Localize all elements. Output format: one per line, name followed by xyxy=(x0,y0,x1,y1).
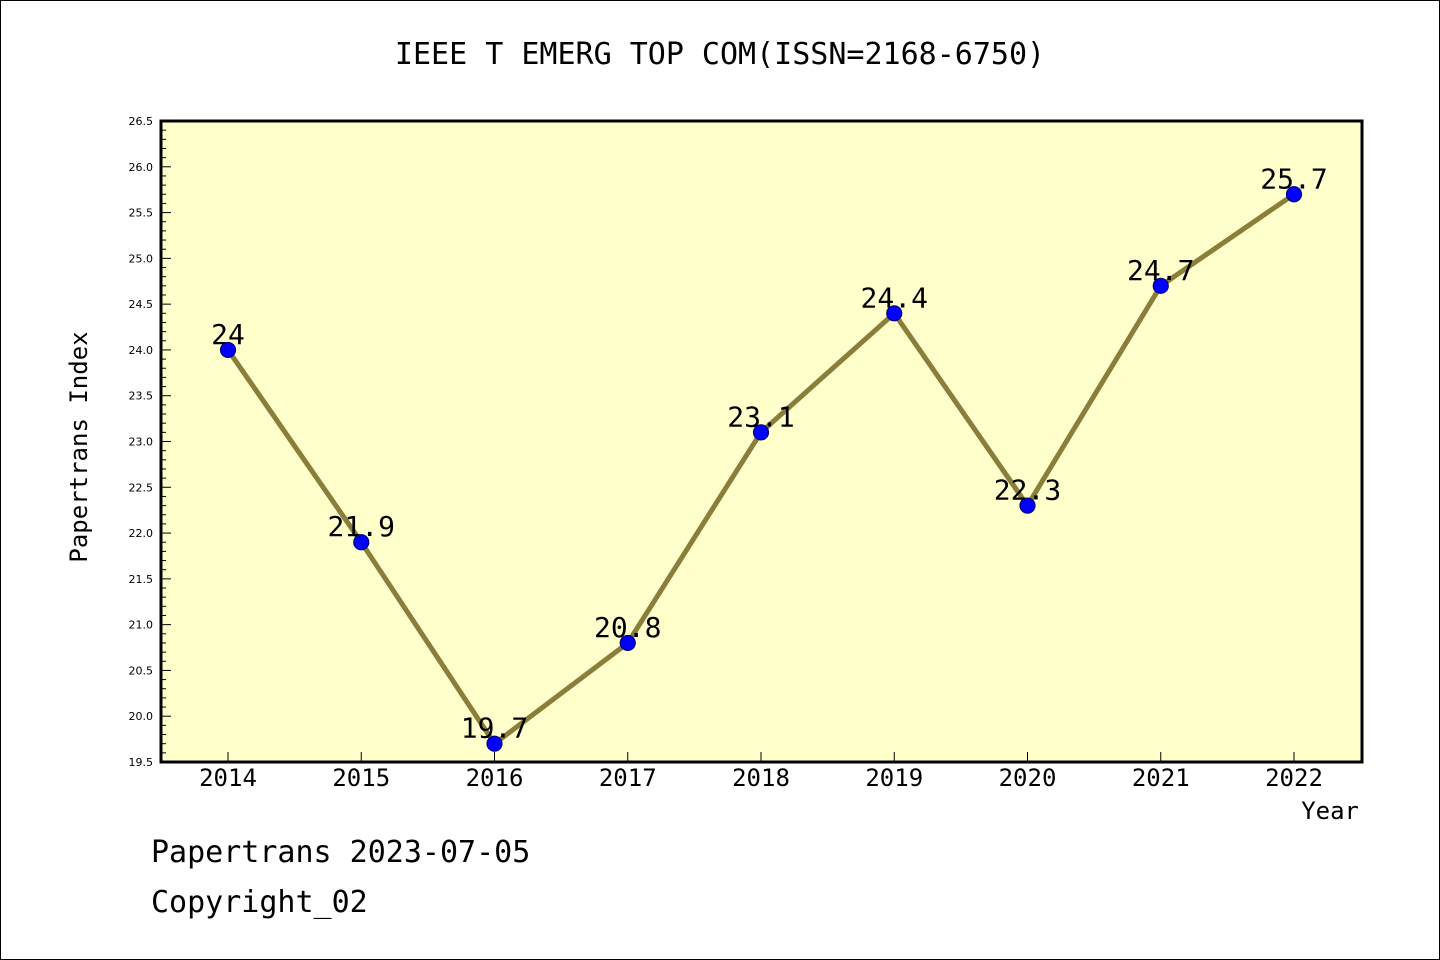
data-label: 24 xyxy=(211,318,245,351)
y-tick-label: 20.0 xyxy=(129,710,154,723)
x-tick-label: 2014 xyxy=(199,764,257,792)
y-tick-label: 24.0 xyxy=(129,344,154,357)
data-points xyxy=(219,186,1303,752)
chart-title: IEEE T EMERG TOP COM(ISSN=2168-6750) xyxy=(394,37,1046,72)
y-tick-label: 26.5 xyxy=(129,115,154,128)
data-point xyxy=(619,634,636,652)
data-point xyxy=(1019,497,1036,514)
data-point xyxy=(1285,186,1303,203)
x-tick-label: 2021 xyxy=(1132,764,1190,792)
x-tick-label: 2020 xyxy=(999,764,1057,792)
y-tick-label: 24.5 xyxy=(129,298,154,311)
y-tick-label: 21.5 xyxy=(129,573,154,586)
y-tick-label: 23.5 xyxy=(129,390,154,403)
data-label: 19.7 xyxy=(461,712,528,745)
data-label: 23.1 xyxy=(727,400,794,433)
y-axis: 19.5 20.0 20.5 21.0 21.5 22.0 22.5 23.0 23.5 24.0… xyxy=(129,115,171,769)
x-tick-label: 2016 xyxy=(466,764,524,792)
y-tick-label: 21.0 xyxy=(129,619,154,632)
footer-date: Papertrans 2023-07-05 xyxy=(151,835,531,870)
y-tick-label: 22.5 xyxy=(129,481,154,494)
y-tick-label: 26.0 xyxy=(129,161,154,174)
x-tick-label: 2022 xyxy=(1265,764,1323,792)
data-point xyxy=(752,424,770,441)
y-tick-label: 25.0 xyxy=(129,252,154,265)
data-point xyxy=(219,341,237,359)
data-label: 24.4 xyxy=(861,281,928,314)
data-point xyxy=(1152,277,1169,294)
data-label: 25.7 xyxy=(1260,162,1327,195)
data-label: 22.3 xyxy=(994,474,1061,507)
x-tick-label: 2017 xyxy=(599,764,657,792)
y-tick-label: 19.5 xyxy=(129,756,154,769)
x-tick-label: 2019 xyxy=(865,764,923,792)
data-label: 21.9 xyxy=(328,510,395,543)
y-tick-label: 23.0 xyxy=(129,436,154,449)
x-axis: 2014 2015 2016 2017 2018 2019 2020 2021 2022 xyxy=(199,752,1323,792)
x-tick-label: 2015 xyxy=(332,764,390,792)
x-axis-label: Year xyxy=(1301,797,1359,825)
data-labels: 24 21.9 19.7 20.8 23.1 24.4 22.3 24.7 25.7 xyxy=(211,162,1328,744)
data-label: 24.7 xyxy=(1127,254,1194,287)
data-point xyxy=(486,735,503,752)
data-point xyxy=(886,305,903,322)
data-point xyxy=(353,534,370,551)
x-tick-label: 2018 xyxy=(732,764,790,792)
plot-area xyxy=(159,119,1364,764)
data-label: 20.8 xyxy=(594,611,661,644)
y-tick-label: 22.0 xyxy=(129,527,154,540)
footer-copyright: Copyright_02 xyxy=(151,885,368,920)
y-tick-label: 25.5 xyxy=(129,207,154,220)
y-tick-label: 20.5 xyxy=(129,664,154,677)
